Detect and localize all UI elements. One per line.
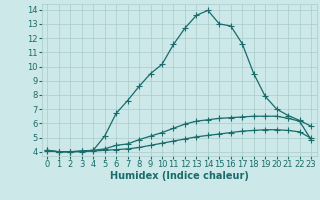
X-axis label: Humidex (Indice chaleur): Humidex (Indice chaleur) (110, 171, 249, 181)
